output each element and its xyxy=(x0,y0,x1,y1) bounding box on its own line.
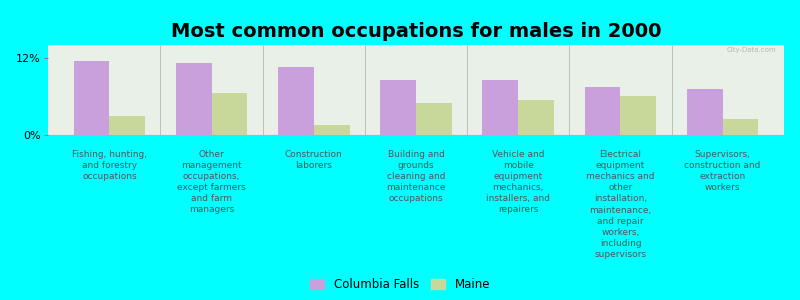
Bar xyxy=(314,125,350,135)
Text: Fishing, hunting,
and forestry
occupations: Fishing, hunting, and forestry occupatio… xyxy=(72,150,147,181)
Bar xyxy=(482,80,518,135)
Bar xyxy=(518,100,554,135)
Bar xyxy=(278,68,314,135)
Bar xyxy=(74,61,110,135)
Bar xyxy=(687,89,722,135)
Text: Building and
grounds
cleaning and
maintenance
occupations: Building and grounds cleaning and mainte… xyxy=(386,150,446,203)
Text: Other
management
occupations,
except farmers
and farm
managers: Other management occupations, except far… xyxy=(177,150,246,214)
Title: Most common occupations for males in 2000: Most common occupations for males in 200… xyxy=(170,22,662,41)
Bar xyxy=(110,116,145,135)
Text: Electrical
equipment
mechanics and
other
installation,
maintenance,
and repair
w: Electrical equipment mechanics and other… xyxy=(586,150,654,259)
Text: Construction
laborers: Construction laborers xyxy=(285,150,342,170)
Text: Supervisors,
construction and
extraction
workers: Supervisors, construction and extraction… xyxy=(685,150,761,192)
Text: City-Data.com: City-Data.com xyxy=(727,47,777,53)
Bar xyxy=(621,96,656,135)
Legend: Columbia Falls, Maine: Columbia Falls, Maine xyxy=(310,278,490,291)
Bar xyxy=(380,80,416,135)
Bar xyxy=(416,103,452,135)
Bar xyxy=(722,119,758,135)
Bar xyxy=(211,93,247,135)
Bar xyxy=(585,87,621,135)
Bar xyxy=(176,63,211,135)
Text: Vehicle and
mobile
equipment
mechanics,
installers, and
repairers: Vehicle and mobile equipment mechanics, … xyxy=(486,150,550,214)
